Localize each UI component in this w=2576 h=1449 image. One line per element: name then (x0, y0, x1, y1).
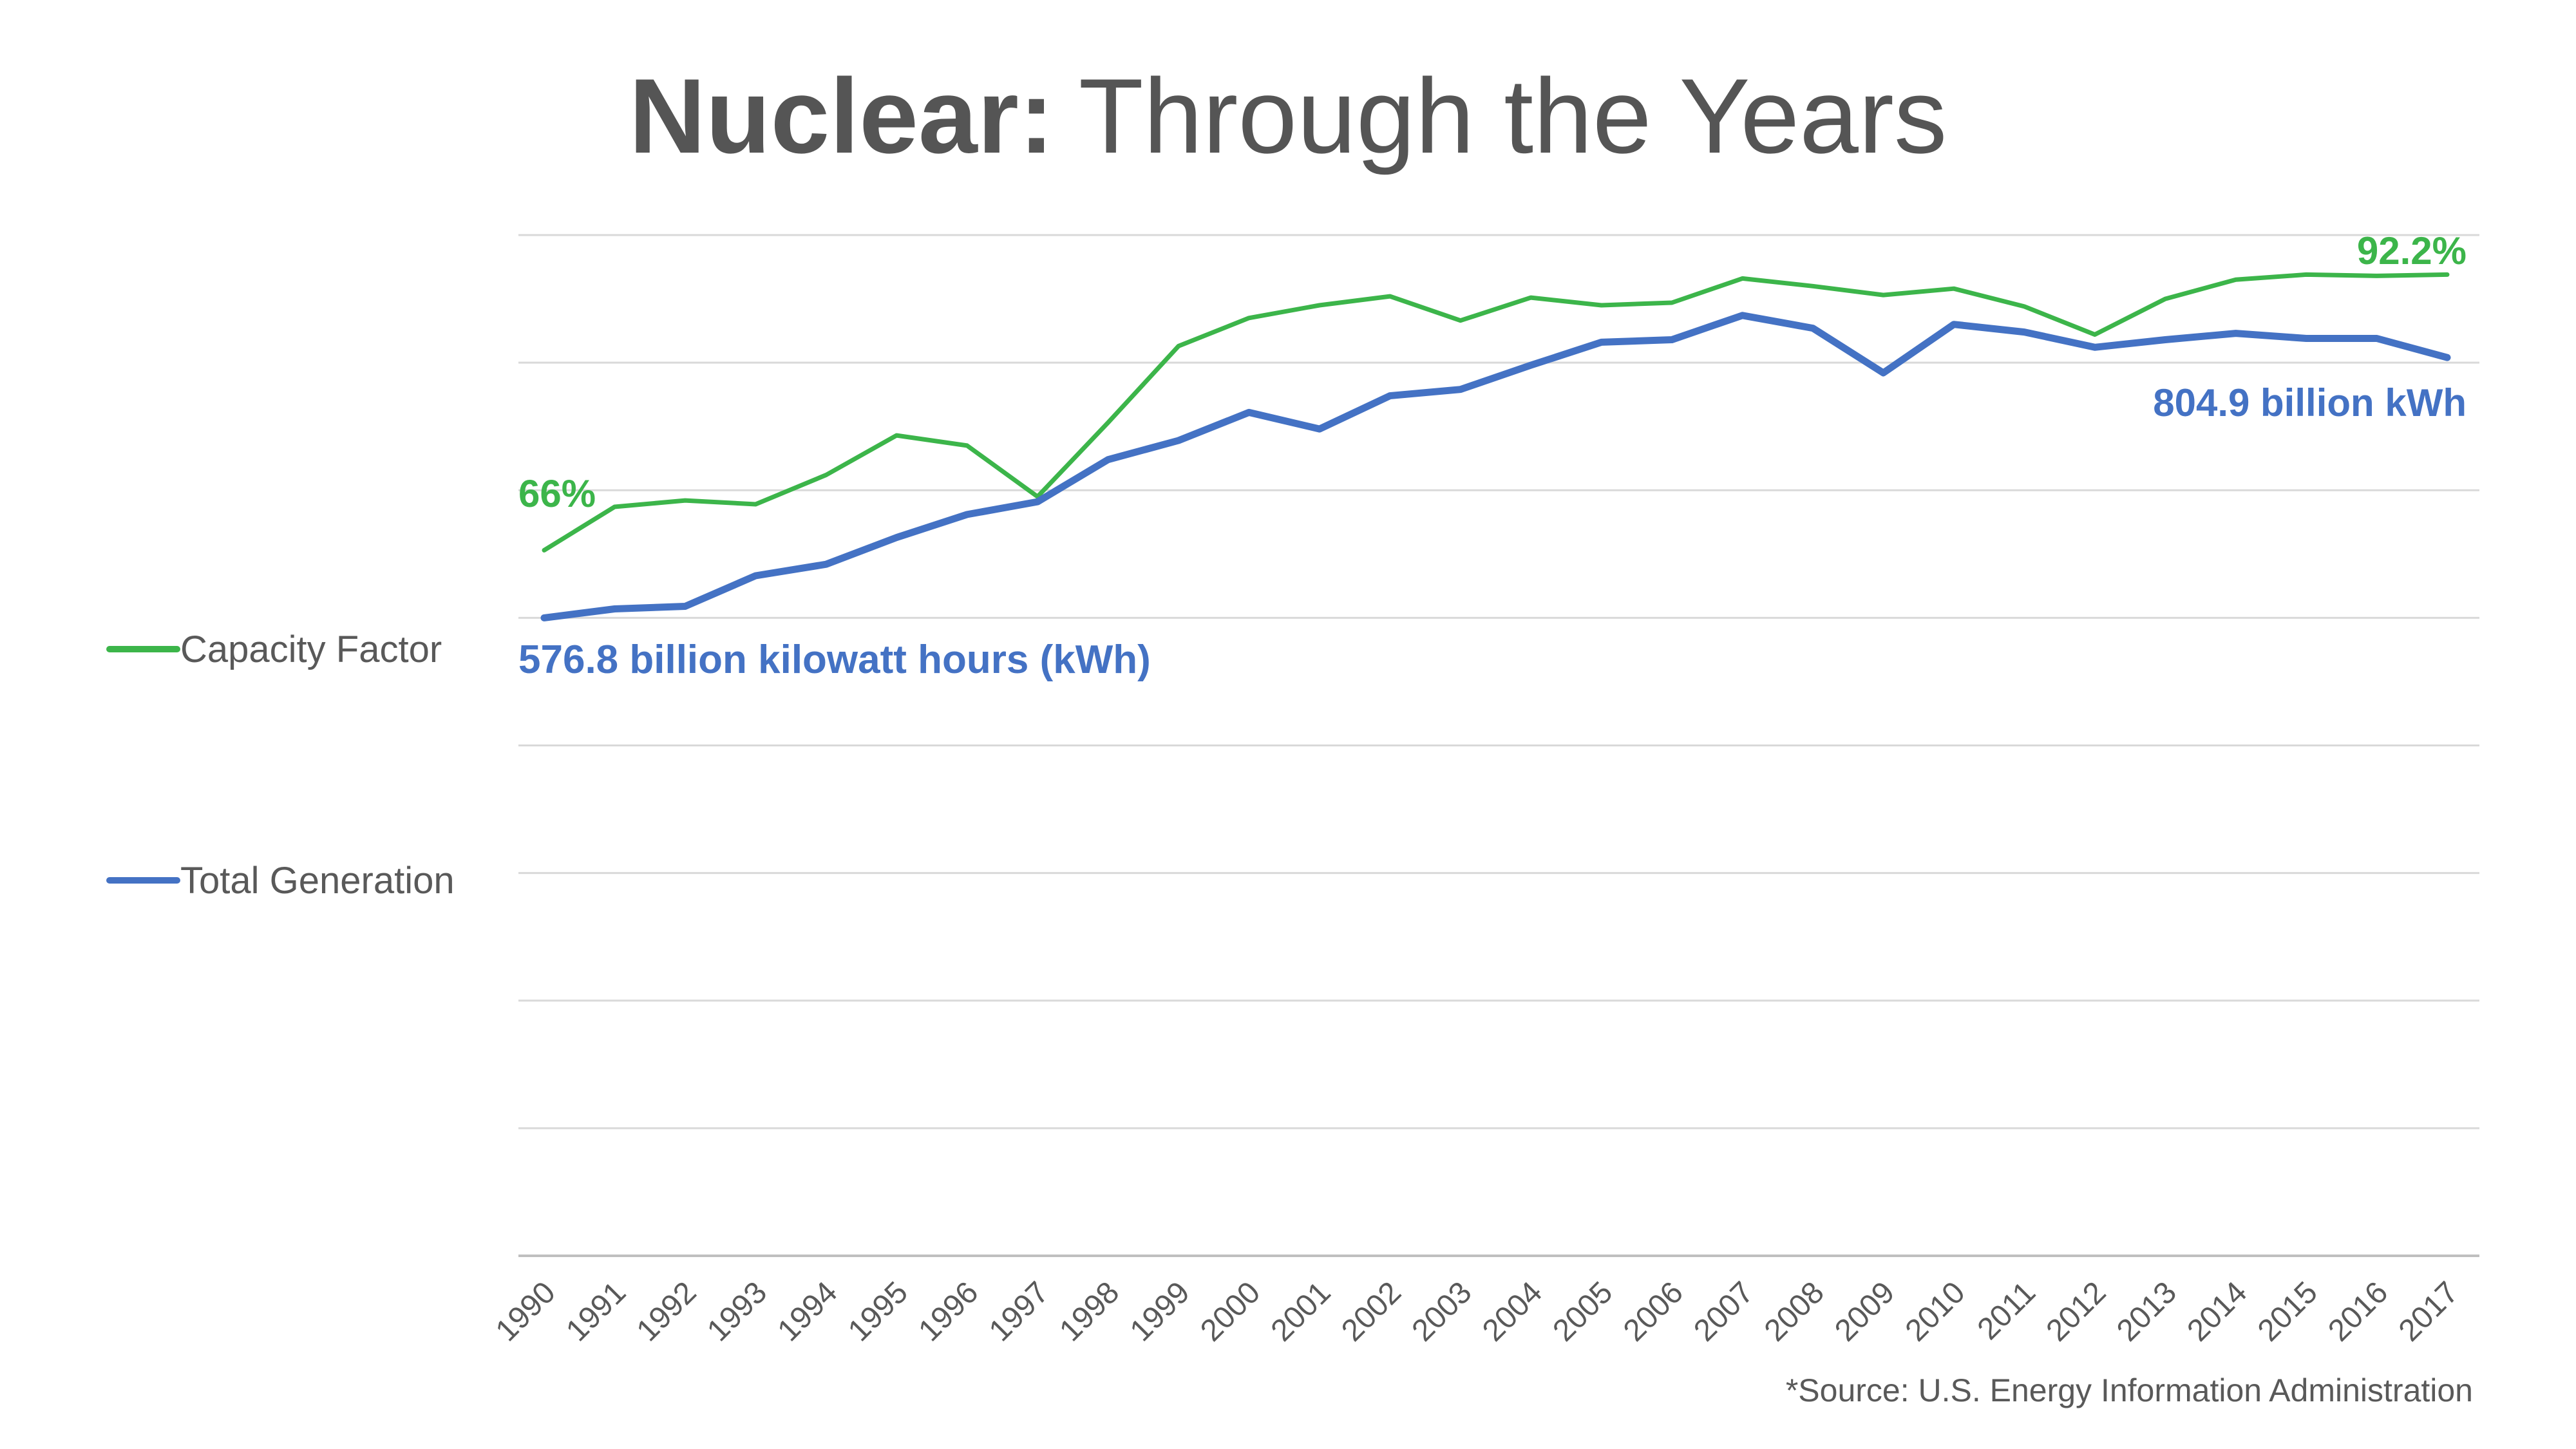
x-tick-label: 2000 (1194, 1275, 1267, 1348)
x-tick-label: 1999 (1124, 1275, 1197, 1348)
x-tick-label: 2002 (1335, 1275, 1408, 1348)
legend-swatch-total-generation (106, 877, 180, 884)
x-tick-label: 1995 (842, 1275, 914, 1348)
legend-swatch-capacity-factor (106, 646, 180, 652)
x-tick-label: 1991 (560, 1275, 632, 1348)
x-tick-label: 2006 (1617, 1275, 1690, 1348)
x-tick-label: 1990 (489, 1275, 562, 1348)
series-line-capacity-factor (542, 272, 2450, 553)
x-tick-label: 1993 (701, 1275, 773, 1348)
x-tick-label: 2016 (2322, 1275, 2394, 1348)
x-tick-label: 2003 (1406, 1275, 1479, 1348)
gridlines (518, 234, 2479, 1257)
x-tick-label: 2010 (1899, 1275, 1972, 1348)
annotation-generation-start: 576.8 billion kilowatt hours (kWh) (518, 638, 1151, 682)
x-tick-label: 1992 (630, 1275, 703, 1348)
legend-label-capacity-factor: Capacity Factor (180, 628, 442, 670)
annotation-capacity-end: 92.2% (2357, 229, 2467, 272)
chart-title: Nuclear: Through the Years (0, 52, 2576, 180)
chart-title-bold: Nuclear: (629, 57, 1054, 175)
x-tick-label: 2015 (2251, 1275, 2324, 1348)
x-tick-label: 2007 (1687, 1275, 1760, 1348)
x-tick-label: 2001 (1265, 1275, 1338, 1348)
series-line-total-generation (540, 312, 2451, 621)
x-tick-label: 1996 (912, 1275, 985, 1348)
x-tick-label: 1994 (772, 1275, 844, 1348)
annotation-capacity-start: 66% (518, 472, 596, 515)
x-tick-label: 2004 (1476, 1275, 1549, 1348)
chart-title-light: Through the Years (1078, 57, 1947, 175)
x-tick-label: 2013 (2110, 1275, 2183, 1348)
legend-item-capacity-factor: Capacity Factor (106, 628, 442, 670)
x-tick-label: 2008 (1758, 1275, 1831, 1348)
legend-label-total-generation: Total Generation (180, 859, 455, 902)
x-tick-label: 1997 (983, 1275, 1056, 1348)
annotations: 66% 92.2% 576.8 billion kilowatt hours (… (518, 229, 2467, 682)
x-tick-label: 2014 (2181, 1275, 2253, 1348)
x-tick-label: 2009 (1828, 1275, 1901, 1348)
x-tick-label: 1998 (1053, 1275, 1126, 1348)
series-lines (540, 272, 2451, 621)
x-tick-label: 2005 (1546, 1275, 1619, 1348)
x-tick-label: 2012 (2040, 1275, 2113, 1348)
x-axis-ticks: 1990199119921993199419951996199719981999… (489, 1275, 2465, 1348)
source-note: *Source: U.S. Energy Information Adminis… (1785, 1372, 2473, 1408)
x-tick-label: 2011 (1971, 1275, 2042, 1346)
x-tick-label: 2017 (2392, 1275, 2465, 1348)
annotation-generation-end: 804.9 billion kWh (2153, 381, 2467, 424)
legend-item-total-generation: Total Generation (106, 859, 455, 902)
